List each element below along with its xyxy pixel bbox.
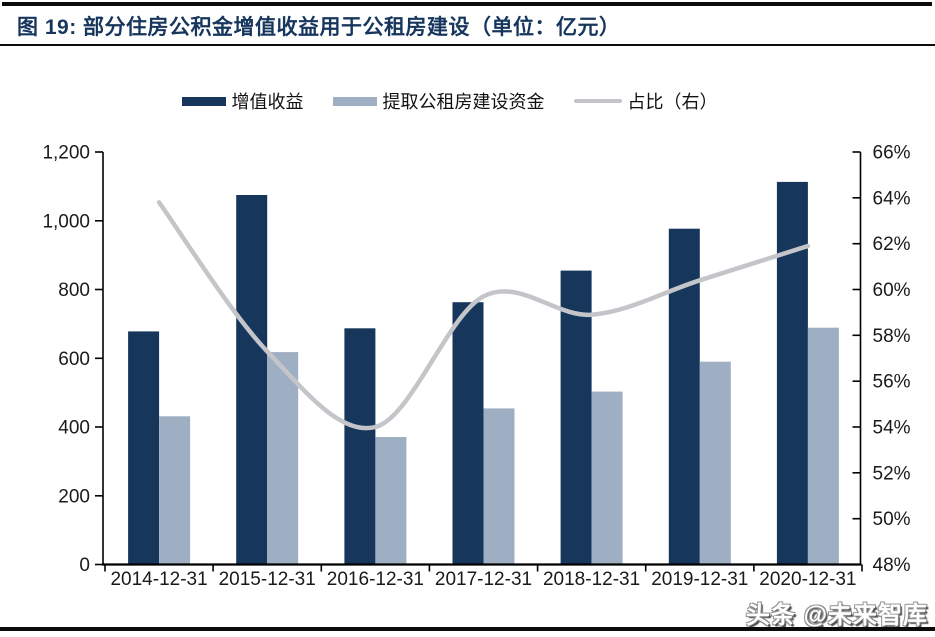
x-axis-tick-label: 2014-12-31 — [110, 569, 207, 590]
right-axis-tick-label: 58% — [873, 326, 911, 347]
bar-primary-2020-12-31 — [776, 181, 808, 566]
legend-label: 占比（右） — [627, 92, 718, 112]
legend-bar-swatch — [181, 96, 226, 106]
bar-primary-2017-12-31 — [452, 302, 484, 566]
legend-item-2: 占比（右） — [573, 88, 718, 114]
ratio-line — [156, 200, 811, 431]
right-axis-tick-label: 62% — [873, 234, 911, 255]
left-axis-tick-label: 1,000 — [42, 211, 90, 232]
bar-primary-2014-12-31 — [128, 331, 160, 566]
right-axis-tick-label: 66% — [873, 143, 911, 164]
x-axis-tick-label: 2019-12-31 — [651, 569, 748, 590]
chart-legend: 增值收益 提取公租房建设资金 占比（右） — [0, 89, 917, 113]
left-axis-tick-label: 200 — [58, 486, 90, 507]
bar-primary-2016-12-31 — [344, 328, 376, 566]
legend-label: 提取公租房建设资金 — [382, 92, 545, 112]
left-axis-tick-label: 800 — [58, 280, 90, 301]
x-axis-tick-label: 2016-12-31 — [327, 569, 424, 590]
bar-secondary-2015-12-31 — [267, 352, 299, 566]
bar-secondary-2017-12-31 — [483, 408, 515, 566]
left-axis-tick-label: 600 — [58, 349, 90, 370]
figure-title: 图 19: 部分住房公积金增值收益用于公租房建设（单位：亿元） — [17, 16, 621, 39]
legend-bar-swatch — [332, 96, 377, 106]
legend-item-1: 提取公租房建设资金 — [332, 88, 545, 114]
x-axis-tick-label: 2018-12-31 — [543, 569, 640, 590]
bar-secondary-2014-12-31 — [159, 416, 191, 566]
right-axis-tick-label: 52% — [873, 463, 911, 484]
bar-primary-2019-12-31 — [668, 228, 700, 566]
left-axis-tick-label: 0 — [79, 555, 90, 576]
bar-secondary-2019-12-31 — [699, 361, 731, 566]
right-axis-tick-label: 50% — [873, 509, 911, 530]
bar-primary-2015-12-31 — [236, 195, 268, 566]
legend-line-swatch — [573, 99, 622, 103]
left-axis-tick-label: 400 — [58, 418, 90, 439]
title-separator-rule — [0, 44, 935, 46]
legend-label: 增值收益 — [231, 92, 304, 112]
bottom-border-rule — [0, 627, 935, 631]
legend-item-0: 增值收益 — [181, 88, 304, 114]
bar-primary-2018-12-31 — [560, 270, 592, 566]
bar-secondary-2020-12-31 — [807, 327, 839, 566]
left-axis-tick-label: 1,200 — [42, 143, 90, 164]
x-axis-tick-label: 2017-12-31 — [435, 569, 532, 590]
x-axis-tick-label: 2015-12-31 — [219, 569, 316, 590]
right-axis-tick-label: 60% — [873, 280, 911, 301]
top-border-rule — [2, 2, 932, 6]
right-axis-tick-label: 54% — [873, 418, 911, 439]
right-axis-tick-label: 56% — [873, 372, 911, 393]
right-axis-tick-label: 64% — [873, 188, 911, 209]
x-axis-tick-label: 2020-12-31 — [759, 569, 856, 590]
bar-secondary-2018-12-31 — [591, 391, 623, 566]
watermark: 头条 @未来智库 — [745, 602, 928, 629]
bar-secondary-2016-12-31 — [375, 437, 407, 566]
right-axis-tick-label: 48% — [873, 555, 911, 576]
